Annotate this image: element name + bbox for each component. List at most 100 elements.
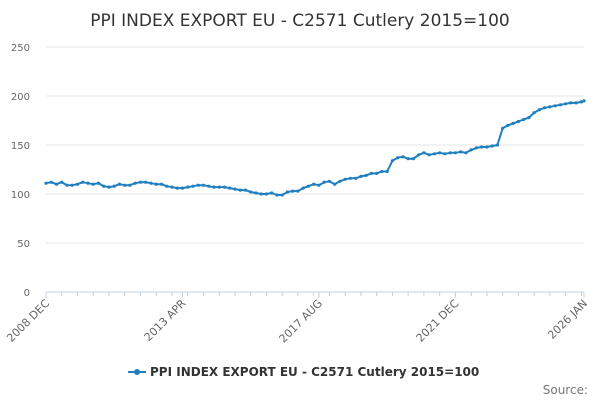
data-point[interactable] xyxy=(359,174,363,178)
data-point[interactable] xyxy=(270,191,274,195)
data-point[interactable] xyxy=(516,119,521,124)
data-point[interactable] xyxy=(165,184,169,188)
data-point[interactable] xyxy=(170,185,174,189)
data-point[interactable] xyxy=(369,171,373,175)
data-point[interactable] xyxy=(582,99,586,103)
data-point[interactable] xyxy=(495,143,499,147)
data-point[interactable] xyxy=(222,185,227,189)
data-point[interactable] xyxy=(264,192,268,196)
data-point[interactable] xyxy=(417,153,421,157)
data-point[interactable] xyxy=(564,102,568,106)
data-point[interactable] xyxy=(501,126,505,130)
data-point[interactable] xyxy=(65,183,69,187)
data-point[interactable] xyxy=(480,145,484,149)
data-point[interactable] xyxy=(107,185,111,189)
data-point[interactable] xyxy=(396,156,400,160)
data-point[interactable] xyxy=(532,111,536,115)
data-point[interactable] xyxy=(86,181,90,185)
data-point[interactable] xyxy=(338,179,342,183)
data-point[interactable] xyxy=(574,101,578,105)
data-point[interactable] xyxy=(285,190,289,194)
data-point[interactable] xyxy=(427,153,431,157)
data-point[interactable] xyxy=(333,182,337,186)
data-point[interactable] xyxy=(112,184,116,188)
data-point[interactable] xyxy=(406,157,410,161)
data-point[interactable] xyxy=(180,186,185,190)
data-point[interactable] xyxy=(138,180,143,184)
data-point[interactable] xyxy=(217,185,221,189)
data-point[interactable] xyxy=(579,100,584,104)
data-point[interactable] xyxy=(422,151,426,155)
data-point[interactable] xyxy=(343,177,347,181)
data-point[interactable] xyxy=(102,184,106,188)
data-point[interactable] xyxy=(254,191,258,195)
data-point[interactable] xyxy=(443,152,447,156)
data-point[interactable] xyxy=(327,179,331,183)
data-point[interactable] xyxy=(44,181,48,185)
data-point[interactable] xyxy=(474,146,478,150)
data-point[interactable] xyxy=(249,190,253,194)
data-point[interactable] xyxy=(553,104,557,108)
data-point[interactable] xyxy=(312,182,316,186)
data-point[interactable] xyxy=(60,180,64,184)
data-point[interactable] xyxy=(228,186,232,190)
data-point[interactable] xyxy=(459,150,463,154)
data-point[interactable] xyxy=(159,182,164,186)
data-point[interactable] xyxy=(453,151,457,155)
data-point[interactable] xyxy=(522,117,526,122)
data-point[interactable] xyxy=(354,176,358,180)
data-point[interactable] xyxy=(54,182,59,186)
data-point[interactable] xyxy=(348,176,352,180)
data-point[interactable] xyxy=(411,157,415,161)
data-point[interactable] xyxy=(128,183,132,187)
data-point[interactable] xyxy=(144,180,148,184)
data-point[interactable] xyxy=(506,123,510,127)
data-point[interactable] xyxy=(380,169,384,174)
data-point[interactable] xyxy=(207,184,211,188)
data-point[interactable] xyxy=(201,183,206,187)
series-line[interactable] xyxy=(45,99,585,196)
data-point[interactable] xyxy=(464,151,468,155)
data-point[interactable] xyxy=(511,121,515,125)
data-point[interactable] xyxy=(375,171,379,175)
data-point[interactable] xyxy=(186,185,190,189)
data-point[interactable] xyxy=(149,181,153,185)
data-point[interactable] xyxy=(191,184,195,188)
data-point[interactable] xyxy=(238,188,242,192)
data-point[interactable] xyxy=(364,173,368,177)
data-point[interactable] xyxy=(390,159,394,163)
data-point[interactable] xyxy=(196,183,200,187)
data-point[interactable] xyxy=(123,183,127,187)
data-point[interactable] xyxy=(49,180,53,184)
data-point[interactable] xyxy=(558,103,563,107)
data-point[interactable] xyxy=(485,145,489,149)
data-point[interactable] xyxy=(75,182,80,186)
data-point[interactable] xyxy=(280,193,284,197)
legend[interactable]: PPI INDEX EXPORT EU - C2571 Cutlery 2015… xyxy=(128,365,479,379)
data-point[interactable] xyxy=(259,192,263,196)
data-point[interactable] xyxy=(133,181,137,185)
data-point[interactable] xyxy=(212,185,216,189)
data-point[interactable] xyxy=(490,144,494,148)
data-point[interactable] xyxy=(81,180,85,184)
data-point[interactable] xyxy=(306,184,310,188)
data-point[interactable] xyxy=(296,189,300,193)
data-point[interactable] xyxy=(233,187,237,191)
data-point[interactable] xyxy=(70,183,74,187)
data-point[interactable] xyxy=(91,182,95,186)
data-point[interactable] xyxy=(401,155,405,159)
data-point[interactable] xyxy=(432,152,436,156)
data-point[interactable] xyxy=(301,186,305,190)
data-point[interactable] xyxy=(175,186,179,190)
data-point[interactable] xyxy=(527,116,531,120)
data-point[interactable] xyxy=(438,151,442,155)
data-point[interactable] xyxy=(448,151,452,155)
data-point[interactable] xyxy=(548,105,552,109)
data-point[interactable] xyxy=(317,183,321,187)
data-point[interactable] xyxy=(243,188,248,192)
data-point[interactable] xyxy=(322,180,326,184)
data-point[interactable] xyxy=(291,189,295,193)
data-point[interactable] xyxy=(117,182,122,186)
data-point[interactable] xyxy=(537,108,542,112)
data-point[interactable] xyxy=(469,148,473,152)
